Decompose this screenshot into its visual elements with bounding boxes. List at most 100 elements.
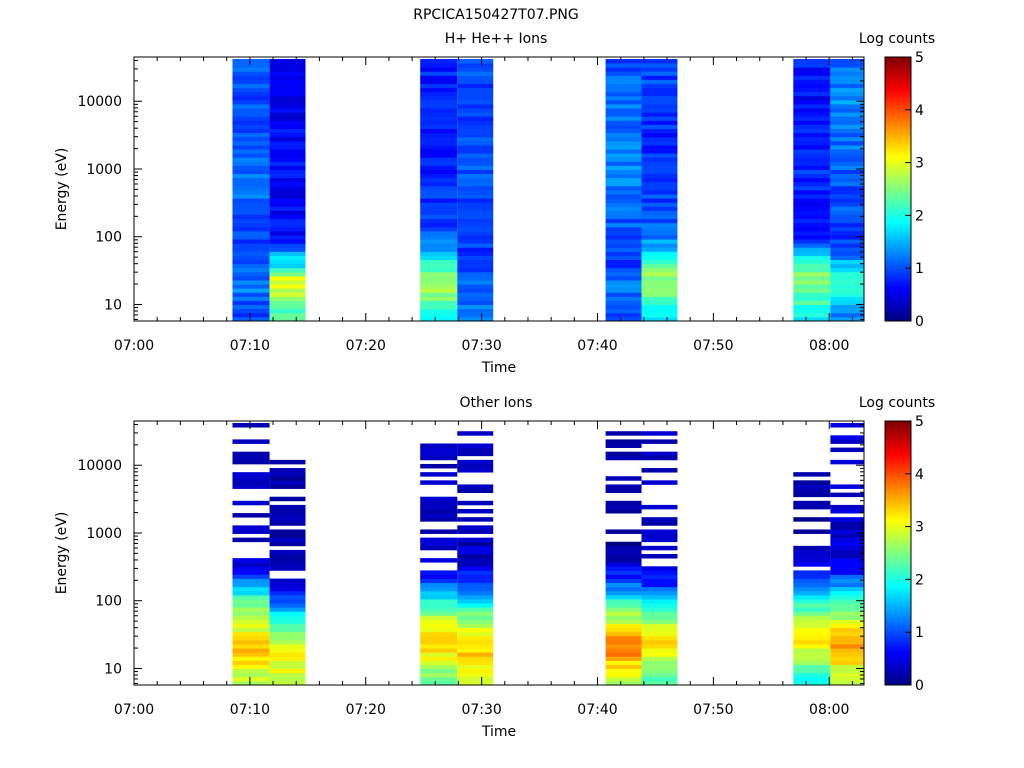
colorbar-segment — [885, 494, 911, 499]
spectrogram-cell — [605, 312, 642, 318]
spectrogram-cell — [605, 570, 642, 575]
spectrogram-cell — [457, 652, 494, 657]
spectrogram-cell — [269, 149, 306, 154]
spectrogram-cell — [457, 537, 494, 543]
spectrogram-cell — [830, 157, 864, 162]
spectrogram-cell — [420, 153, 458, 158]
spectrogram-cell — [420, 243, 458, 248]
colorbar-segment — [885, 563, 911, 567]
spectrogram-cell — [830, 541, 864, 547]
spectrogram-cell — [605, 668, 642, 674]
spectrogram-cell — [420, 545, 458, 551]
spectrogram-cell — [641, 627, 678, 633]
spectrogram-cell — [269, 508, 306, 514]
spectrogram-cell — [605, 230, 642, 236]
spectrogram-cell — [420, 574, 458, 579]
spectrogram-cell — [420, 627, 458, 633]
spectrogram-cell — [420, 108, 458, 113]
spectrogram-cell — [641, 263, 678, 269]
spectrogram-cell — [793, 136, 831, 142]
spectrogram-cell — [232, 635, 270, 641]
spectrogram-cell — [420, 99, 458, 105]
colorbar-segment — [885, 439, 911, 443]
colorbar-segment — [885, 313, 911, 317]
spectrogram-cell — [420, 639, 458, 645]
spectrogram-cell — [457, 443, 494, 448]
spectrogram-cell — [232, 500, 270, 506]
spectrogram-cell — [420, 280, 458, 285]
spectrogram-cell — [269, 67, 306, 72]
spectrogram-cell — [605, 558, 642, 563]
spectrogram-cell — [420, 95, 458, 101]
spectrogram-cell — [793, 488, 831, 494]
spectrogram-cell — [605, 680, 642, 686]
spectrogram-cell — [605, 280, 642, 285]
spectrogram-cell — [269, 312, 306, 318]
spectrogram-cell — [420, 680, 458, 686]
spectrogram-cell — [457, 275, 494, 281]
spectrogram-cell — [269, 202, 306, 207]
spectrogram-cell — [232, 247, 270, 252]
colorbar-segment — [885, 434, 911, 438]
spectrogram-cell — [420, 582, 458, 588]
spectrogram-cell — [232, 91, 270, 97]
colorbar-segment — [885, 468, 911, 472]
spectrogram-cell — [420, 263, 458, 269]
colorbar-segment — [885, 307, 911, 311]
spectrogram-cell — [793, 296, 831, 301]
colorbar-segment — [885, 136, 911, 140]
spectrogram-cell — [830, 91, 864, 97]
spectrogram-cell — [830, 607, 864, 612]
spectrogram-cell — [457, 639, 494, 645]
spectrogram-cell — [641, 95, 678, 101]
spectrogram-cell — [232, 590, 270, 596]
colorbar-segment — [885, 223, 911, 227]
colorbar-segment — [885, 130, 911, 135]
colorbar-segment — [885, 99, 911, 103]
spectrogram-cell — [457, 468, 494, 473]
spectrogram-cell — [793, 578, 831, 584]
spectrogram-cell — [457, 660, 494, 665]
spectrogram-cell — [420, 288, 458, 293]
spectrogram-cell — [232, 615, 270, 620]
spectrogram-cell — [232, 586, 270, 592]
colorbar-segment — [885, 534, 911, 538]
spectrogram-cell — [457, 202, 494, 207]
colorbar-segment — [885, 550, 911, 554]
spectrogram-cell — [641, 230, 678, 236]
spectrogram-cell — [269, 165, 306, 170]
spectrogram-cell — [641, 83, 678, 89]
spectrogram-cell — [232, 537, 270, 543]
colorbar-segment — [885, 505, 911, 509]
spectrogram-cell — [269, 578, 306, 584]
colorbar-segment — [885, 626, 911, 631]
spectrogram-cell — [793, 627, 831, 633]
colorbar-segment — [885, 682, 911, 686]
spectrogram-cell — [457, 173, 494, 179]
spectrogram-cell — [269, 144, 306, 150]
colorbar-segment — [885, 661, 911, 665]
spectrogram-cell — [830, 574, 864, 579]
spectrogram-cell — [269, 206, 306, 211]
spectrogram-cell — [830, 656, 864, 661]
spectrogram-cell — [641, 590, 678, 596]
spectrogram-cell — [793, 574, 831, 579]
spectrogram-cell — [269, 153, 306, 158]
spectrogram-cell — [457, 549, 494, 555]
spectrogram-cell — [457, 590, 494, 596]
spectrogram-cell — [232, 284, 270, 289]
spectrogram-cell — [830, 235, 864, 240]
spectrogram-cell — [605, 500, 642, 506]
spectrogram-cell — [269, 607, 306, 612]
spectrogram-cell — [457, 300, 494, 306]
spectrogram-cell — [605, 554, 642, 559]
spectrogram-cell — [830, 300, 864, 306]
spectrogram-cell — [641, 517, 678, 522]
spectrogram-cell — [830, 570, 864, 575]
spectrogram-cell — [793, 554, 831, 559]
spectrogram-cell — [830, 83, 864, 89]
plot-frame — [133, 420, 865, 686]
spectrogram-cell — [605, 284, 642, 289]
spectrogram-cell — [641, 554, 678, 559]
spectrogram-cell — [269, 222, 306, 228]
